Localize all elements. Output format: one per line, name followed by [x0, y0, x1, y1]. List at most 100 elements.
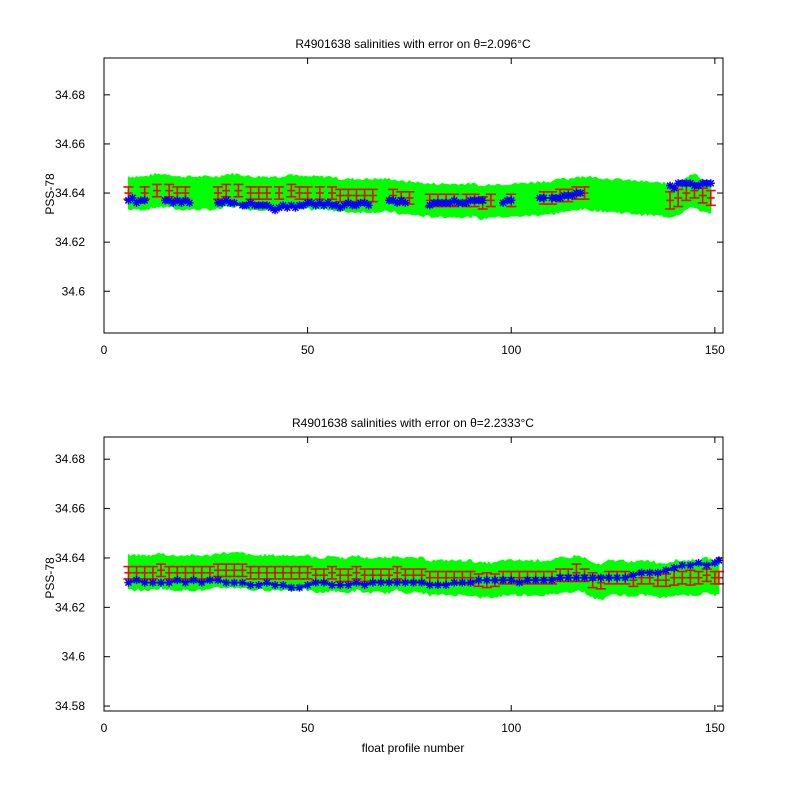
bottom-measured-point	[197, 578, 206, 587]
top-measured-point	[222, 196, 231, 205]
top-error-band	[127, 172, 712, 221]
bottom-measured-point	[295, 583, 304, 592]
bottom-panel: 0 50 100 150 34.58 34.6 34.62 34.64 34.66 34.68 R…	[43, 416, 725, 755]
bottom-axes-frame	[103, 436, 724, 712]
bottom-panel-xlabel: float profile number	[362, 741, 465, 755]
top-measured-point	[303, 198, 312, 207]
top-measured-point	[173, 196, 182, 205]
bottom-measured-point	[539, 576, 548, 585]
bottom-measured-point	[222, 578, 231, 587]
bottom-measured-point	[458, 578, 467, 587]
bottom-measured-point	[262, 578, 271, 587]
bottom-mapped-errorbar	[693, 570, 704, 585]
bottom-mapped-errorbar	[147, 565, 158, 580]
top-measured-point	[690, 181, 699, 190]
top-measured-point	[238, 201, 247, 210]
bottom-measured-point	[279, 581, 288, 590]
bottom-measured-point	[336, 581, 345, 590]
bottom-panel-ylabel: PSS-78	[43, 557, 57, 599]
bottom-ytick-label: 34.62	[55, 600, 85, 614]
bottom-measured-point	[710, 558, 719, 567]
bottom-measured-point	[572, 573, 581, 582]
top-measured-point	[291, 203, 300, 212]
top-measured-point	[169, 198, 178, 207]
top-measured-point	[397, 196, 406, 205]
top-measured-point	[132, 198, 141, 207]
top-measured-point	[706, 179, 715, 188]
bottom-measured-point	[523, 576, 532, 585]
bottom-xtick-label: 0	[101, 721, 108, 735]
bottom-measured-point	[714, 556, 723, 565]
bottom-measured-point	[376, 578, 385, 587]
bottom-xtick-label: 100	[501, 721, 521, 735]
top-measured-point	[136, 196, 145, 205]
top-measured-point	[556, 193, 565, 202]
top-measured-point	[470, 196, 479, 205]
top-mapped-errorbar	[261, 186, 272, 200]
top-measured-point	[576, 189, 585, 198]
bottom-measured-point	[254, 581, 263, 590]
top-measured-point	[226, 198, 235, 207]
top-measured-point	[507, 196, 516, 205]
top-measured-point	[401, 198, 410, 207]
bottom-measured-point	[205, 576, 214, 585]
bottom-mapped-errorbar	[302, 565, 313, 580]
bottom-measured-point	[661, 566, 670, 575]
top-panel: 0 50 100 150 34.6 34.62 34.64 34.66 34.68 R49016…	[43, 37, 725, 357]
top-measured-point	[674, 179, 683, 188]
top-measured-point	[462, 198, 471, 207]
top-measured-point	[364, 201, 373, 210]
top-xtick-label: 150	[705, 343, 725, 357]
bottom-measured-point	[140, 578, 149, 587]
top-measured-point	[503, 196, 512, 205]
bottom-measured-point	[442, 581, 451, 590]
top-measured-series	[124, 179, 715, 215]
bottom-measured-point	[507, 576, 516, 585]
bottom-measured-point	[368, 578, 377, 587]
top-measured-point	[425, 201, 434, 210]
bottom-measured-point	[694, 558, 703, 567]
bottom-measured-point	[482, 576, 491, 585]
top-measured-point	[698, 179, 707, 188]
top-measured-point	[336, 203, 345, 212]
bottom-measured-point	[393, 578, 402, 587]
top-measured-point	[433, 198, 442, 207]
top-measured-point	[474, 196, 483, 205]
top-ytick-label: 34.64	[55, 186, 85, 200]
top-measured-point	[442, 198, 451, 207]
top-measured-point	[340, 201, 349, 210]
top-measured-point	[389, 196, 398, 205]
bottom-measured-point	[360, 581, 369, 590]
bottom-measured-point	[645, 568, 654, 577]
bottom-measured-point	[531, 576, 540, 585]
top-measured-point	[478, 196, 487, 205]
top-measured-point	[271, 206, 280, 215]
bottom-mapped-errorbar	[713, 570, 724, 585]
bottom-mapped-errorbar	[685, 569, 696, 586]
bottom-measured-point	[417, 578, 426, 587]
top-plot-area: 0 50 100 150 34.6 34.62 34.64 34.66 34.68	[55, 57, 725, 357]
bottom-measured-point	[547, 576, 556, 585]
bottom-measured-point	[702, 561, 711, 570]
top-ytick-label: 34.68	[55, 88, 85, 102]
top-mapped-errorbar	[233, 183, 244, 198]
bottom-mapped-errorbar	[270, 565, 281, 580]
top-mapped-errorbar	[151, 183, 162, 198]
top-axes-frame	[103, 57, 724, 334]
top-measured-point	[275, 203, 284, 212]
bottom-mapped-errorbar	[343, 568, 354, 583]
top-measured-point	[535, 193, 544, 202]
top-measured-point	[332, 201, 341, 210]
top-mapped-errorbar	[697, 187, 708, 204]
bottom-measured-point	[653, 568, 662, 577]
top-measured-point	[564, 191, 573, 200]
bottom-measured-point	[621, 573, 630, 582]
bottom-measured-point	[490, 576, 499, 585]
top-measured-point	[499, 198, 508, 207]
bottom-plot-area: 0 50 100 150 34.58 34.6 34.62 34.64 34.66 34.68	[55, 436, 725, 735]
bottom-measured-point	[474, 576, 483, 585]
bottom-measured-point	[303, 581, 312, 590]
bottom-measured-series	[124, 556, 723, 592]
top-measured-point	[446, 198, 455, 207]
